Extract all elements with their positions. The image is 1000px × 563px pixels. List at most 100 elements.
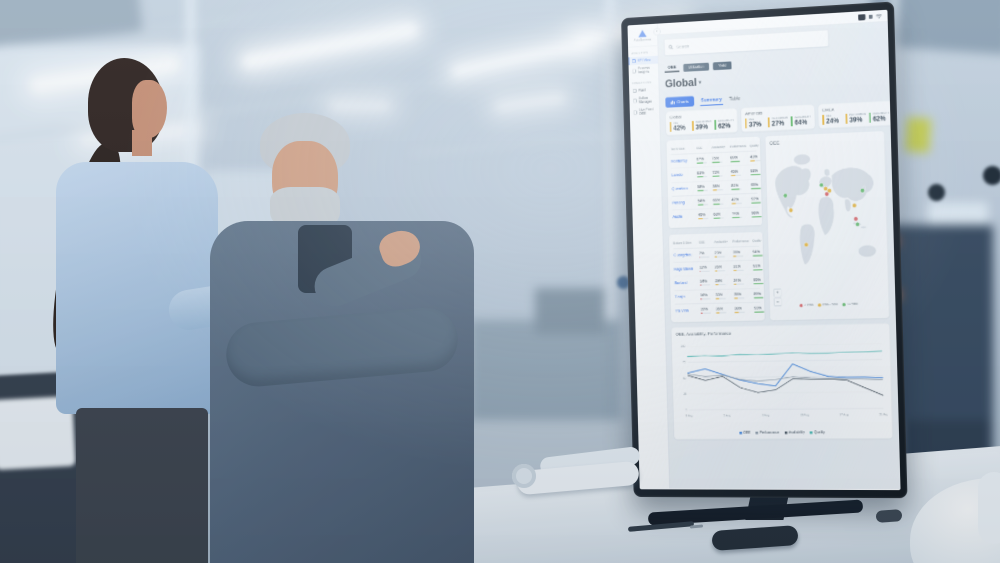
gridline (687, 343, 882, 346)
top-tab-utilization[interactable]: Utilization (683, 62, 710, 72)
view-tab-summary[interactable]: Summary (699, 94, 724, 106)
map-marker[interactable] (819, 183, 823, 187)
y-tick-label: 75 (683, 360, 687, 364)
metric-value: 93% (750, 168, 758, 174)
metric-value: 43% (750, 154, 758, 160)
map-marker[interactable] (789, 208, 793, 212)
metric-cell: 38% (734, 306, 754, 314)
metric-cell: 74% (731, 211, 752, 219)
metric-cell: 95% (751, 183, 766, 190)
chart-legend-item-oee[interactable]: OEE (739, 431, 750, 435)
kpi-stat-value: 37% (748, 120, 762, 129)
site-link[interactable]: Laredo (671, 173, 683, 178)
metric-bar-fill (714, 256, 717, 258)
chart-legend: OEE Performance Availability Quality (678, 430, 888, 435)
kpi-stat-value: 39% (849, 115, 863, 124)
dashboard-main: Search OEE Utilization Yield Global ▾ Char… (657, 9, 901, 489)
map-marker[interactable] (804, 242, 808, 246)
metric-cell: 23% (714, 251, 733, 258)
metric-cell: 42% (732, 197, 752, 205)
metric-bar-fill (698, 217, 703, 220)
wifi-icon (876, 13, 883, 19)
glass-dot (617, 276, 630, 289)
map-marker[interactable] (860, 188, 864, 192)
sidebar-item-icon (633, 98, 637, 103)
map-marker[interactable] (854, 217, 858, 221)
site-link[interactable]: Guangzhou (673, 253, 693, 258)
metric-bar (734, 297, 745, 300)
top-tab-oee[interactable]: OEE (664, 62, 680, 73)
map-marker[interactable] (855, 222, 859, 226)
metric-value: 29% (715, 279, 723, 284)
hard-hat (898, 468, 1000, 563)
kpi-stat-value: 62% (872, 114, 886, 123)
metric-bar (754, 311, 765, 313)
metric-value: 74% (731, 211, 740, 216)
site-link[interactable]: Querétaro (671, 186, 688, 192)
metric-bar (753, 268, 764, 271)
sidebar-item-icon (632, 88, 637, 93)
metric-bar-fill (751, 215, 762, 218)
top-tab-yield[interactable]: Yield (713, 61, 732, 71)
chart-legend-item-availability[interactable]: Availability (784, 431, 805, 435)
sidebar-item-live-feed-oee[interactable]: Live Feed OEE (630, 105, 660, 118)
metric-bar-fill (733, 269, 737, 272)
gray-cabinet (470, 320, 620, 428)
metric-value: 24% (733, 278, 742, 283)
metric-value: 23% (714, 251, 722, 256)
ceiling-light (330, 102, 390, 110)
chart-legend-item-performance[interactable]: Performance (755, 431, 779, 435)
metric-value: 31% (733, 264, 741, 269)
chart-legend-item-quality[interactable]: Quality (809, 431, 825, 435)
site-link[interactable]: Hagerstown (673, 267, 694, 272)
metric-bar (715, 283, 726, 286)
map-marker[interactable] (783, 193, 787, 197)
metric-value: 89% (753, 292, 762, 297)
legend-swatch (784, 431, 788, 434)
kpi-stats: OEE 42% Performance 39% Availability 62% (669, 118, 735, 133)
metric-bar (697, 175, 708, 178)
y-tick-label: 25 (683, 392, 687, 396)
view-tab-table[interactable]: Table (729, 95, 741, 102)
metric-cell: 89% (730, 155, 750, 163)
dashboard-app: AutoSystems ‹ Analytics KPI View Process I… (627, 9, 901, 489)
kpi-stat-oee: OEE 37% (745, 117, 766, 129)
site-link[interactable]: Monterrey (671, 159, 688, 164)
site-link[interactable]: Sunland (674, 281, 688, 286)
site-link[interactable]: Austin (672, 214, 683, 220)
site-link[interactable]: Tra Vinh (675, 309, 689, 314)
metric-cell: 94% (753, 250, 768, 257)
sidebar-item-process-insights[interactable]: Process Insights (629, 64, 659, 77)
map-legend: < 20% 20% - 50% >= 50% (774, 302, 885, 308)
metric-cell: 26% (715, 265, 734, 272)
charts-button[interactable]: Charts (665, 96, 694, 108)
kpi-stat-value: 27% (771, 119, 785, 128)
metric-bar (697, 203, 709, 206)
metric-cell: 35% (734, 292, 754, 300)
map-marker[interactable] (827, 188, 831, 192)
app-switcher-icon[interactable] (868, 14, 873, 19)
legend-label: 20% - 50% (822, 303, 839, 307)
zoom-in-button[interactable]: + (773, 288, 782, 297)
zoom-out-button[interactable]: − (773, 297, 782, 307)
logo-icon (638, 29, 647, 38)
map-marker[interactable] (852, 203, 856, 207)
bar-chart-icon (670, 100, 675, 105)
metric-value: 7% (699, 251, 705, 256)
site-link[interactable]: Penang (672, 200, 685, 206)
table-row: Tra Vinh 19% 36% 38% 93% (674, 302, 765, 318)
metric-cell: 28% (733, 250, 753, 258)
metric-bar (733, 269, 744, 272)
kpi-card-emea: EMEA OEE 24% Performance 39% Availability 62% (818, 100, 894, 129)
avatar[interactable] (857, 13, 866, 21)
metric-bar-fill (697, 175, 704, 178)
x-tick-label: 5 Aug (723, 413, 731, 417)
chevron-down-icon: ▾ (698, 79, 702, 86)
site-link[interactable]: Tianjin (674, 295, 686, 300)
search-input[interactable]: Search (663, 29, 830, 56)
metric-bar (732, 216, 743, 219)
monitor-screen: AutoSystems ‹ Analytics KPI View Process I… (627, 9, 901, 491)
metric-bar (714, 255, 725, 258)
column-header-oee: OEE (696, 146, 703, 151)
map-legend-item: >= 50% (842, 303, 858, 307)
